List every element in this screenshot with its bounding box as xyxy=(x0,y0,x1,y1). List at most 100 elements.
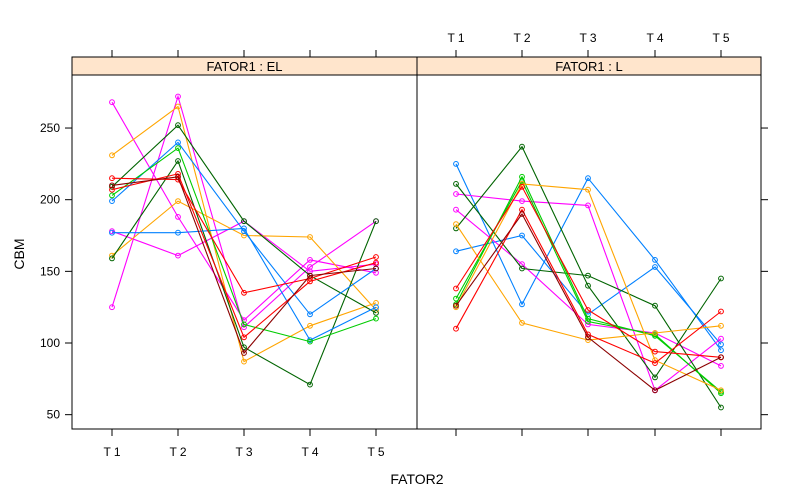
data-point xyxy=(519,261,525,268)
data-point xyxy=(307,257,313,263)
data-point xyxy=(453,325,459,332)
data-point xyxy=(241,218,247,225)
data-point xyxy=(453,206,459,213)
data-point xyxy=(718,275,724,282)
data-point xyxy=(373,315,379,322)
data-point xyxy=(109,229,115,236)
data-point xyxy=(175,214,181,220)
data-point xyxy=(718,354,724,361)
data-point xyxy=(519,211,525,217)
data-point xyxy=(585,334,591,341)
data-point xyxy=(373,218,379,225)
series-line xyxy=(111,176,377,355)
data-point xyxy=(175,158,181,164)
data-point xyxy=(307,278,313,285)
x-tick-label-top: T 2 xyxy=(513,31,530,45)
data-point xyxy=(373,269,379,276)
data-point xyxy=(175,122,181,129)
data-point xyxy=(652,257,658,263)
data-point xyxy=(453,181,459,187)
data-point xyxy=(307,381,313,388)
data-point xyxy=(373,265,379,272)
data-point xyxy=(585,307,591,313)
data-point xyxy=(109,152,115,159)
series-line xyxy=(112,227,377,341)
data-point xyxy=(307,234,313,240)
x-tick-label-bottom: T 2 xyxy=(169,445,186,459)
data-point xyxy=(307,338,313,345)
data-point xyxy=(585,282,591,289)
data-point xyxy=(109,304,115,311)
data-point xyxy=(718,335,724,342)
data-point xyxy=(585,202,591,209)
data-point xyxy=(241,358,247,365)
strip-label-right: FATOR1 : L xyxy=(555,59,622,74)
data-point xyxy=(453,221,459,228)
data-point xyxy=(718,308,724,315)
data-point xyxy=(175,139,181,146)
axis-ticks: 50 100 150 200 250 T 1 T 2 T 3 T 4 T 5 T 1 T 2 T 3 T … xyxy=(40,31,768,459)
series-line xyxy=(455,145,722,379)
data-point xyxy=(453,248,459,255)
y-tick-label: 250 xyxy=(40,121,60,135)
data-point xyxy=(652,360,658,367)
series-line xyxy=(455,183,722,408)
series-group-left xyxy=(109,93,379,388)
data-point xyxy=(241,334,247,341)
x-tick-label-bottom: T 3 xyxy=(235,445,252,459)
series-line xyxy=(111,147,377,343)
x-tick-label-top: T 3 xyxy=(579,31,596,45)
x-tick-label-top: T 5 xyxy=(712,31,729,45)
series-line xyxy=(111,124,377,314)
data-point xyxy=(585,272,591,279)
data-point xyxy=(652,387,658,394)
series-line xyxy=(455,212,722,391)
data-point xyxy=(652,330,658,336)
y-axis-title: CBM xyxy=(11,238,27,269)
data-point xyxy=(718,387,724,394)
data-point xyxy=(453,191,459,197)
y-tick-label: 200 xyxy=(40,193,60,207)
x-tick-label-bottom: T 5 xyxy=(367,445,384,459)
data-point xyxy=(519,232,525,239)
series-line xyxy=(455,185,722,358)
panel-right-frame xyxy=(416,74,762,430)
series-group-right xyxy=(453,143,724,411)
data-point xyxy=(585,175,591,182)
data-point xyxy=(652,348,658,355)
data-point xyxy=(373,254,379,260)
data-point xyxy=(652,302,658,309)
data-point xyxy=(718,341,724,348)
data-point xyxy=(175,103,181,110)
x-tick-label-bottom: T 4 xyxy=(301,445,318,459)
series-line xyxy=(111,159,377,386)
data-point xyxy=(652,264,658,270)
data-point xyxy=(241,225,247,232)
data-point xyxy=(718,404,724,411)
data-point xyxy=(109,99,115,106)
series-line xyxy=(455,183,722,391)
panel-left-frame xyxy=(71,74,418,430)
data-point xyxy=(373,304,379,311)
data-point xyxy=(175,252,181,259)
data-point xyxy=(373,310,379,316)
data-point xyxy=(175,145,181,152)
series-line xyxy=(455,193,722,392)
data-point xyxy=(453,161,459,167)
data-point xyxy=(453,285,459,292)
data-point xyxy=(241,350,247,356)
data-point xyxy=(718,363,724,369)
data-point xyxy=(519,320,525,326)
data-point xyxy=(175,93,181,100)
x-tick-label-top: T 1 xyxy=(447,31,464,45)
data-point xyxy=(519,173,525,180)
series-line xyxy=(111,105,377,363)
data-point xyxy=(241,321,247,328)
series-line xyxy=(455,175,722,393)
data-point xyxy=(175,173,181,180)
data-point xyxy=(652,374,658,381)
series-line xyxy=(111,200,377,311)
series-line xyxy=(111,173,377,339)
data-point xyxy=(109,175,115,182)
